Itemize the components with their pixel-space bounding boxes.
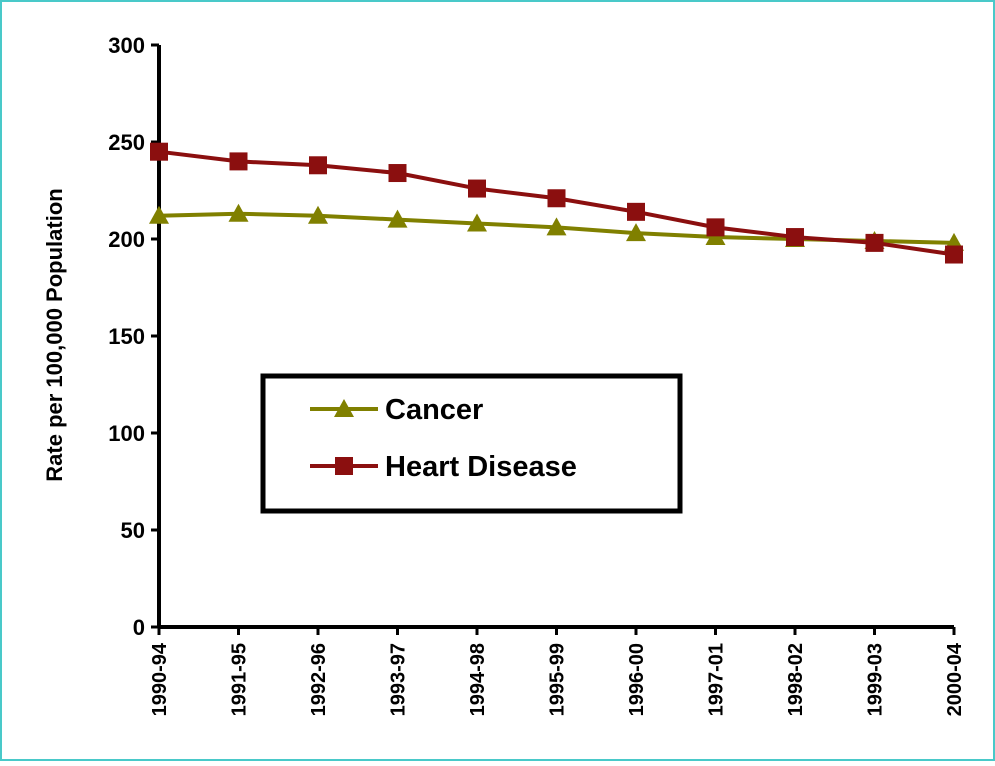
y-tick-label: 0 [133, 615, 145, 640]
y-tick-label: 150 [108, 324, 145, 349]
data-point-heart-disease [150, 142, 168, 161]
data-point-heart-disease [706, 218, 725, 237]
y-axis-label: Rate per 100,000 Population [42, 188, 67, 481]
legend-marker-cancer [334, 399, 354, 417]
y-tick-label: 50 [121, 518, 145, 543]
legend-items: Cancer Heart Disease [310, 394, 577, 483]
axes [151, 43, 956, 635]
x-tick-label: 1991-95 [229, 643, 251, 716]
data-point-heart-disease [309, 156, 327, 175]
data-point-heart-disease [786, 228, 804, 247]
data-point-heart-disease [388, 164, 407, 183]
y-tick-labels: 0 50 100 150 200 250 300 [108, 33, 145, 640]
series-markers [149, 142, 964, 264]
x-tick-label: 1992-96 [308, 643, 330, 716]
data-point-cancer [308, 205, 328, 224]
x-tick-label: 1994-98 [467, 643, 489, 716]
y-tick-label: 250 [108, 130, 145, 155]
data-point-heart-disease [229, 152, 248, 171]
y-tick-label: 300 [108, 33, 145, 58]
data-point-heart-disease [547, 189, 566, 208]
y-tick-label: 200 [108, 227, 145, 252]
x-tick-label: 2000-04 [944, 642, 966, 716]
x-tick-label: 1997-01 [706, 643, 728, 716]
data-point-cancer [467, 213, 487, 232]
data-point-cancer [387, 209, 408, 228]
legend-marker-heart-disease [335, 457, 353, 475]
legend-box [260, 373, 683, 514]
data-point-cancer [228, 203, 249, 222]
data-point-heart-disease [945, 245, 963, 264]
x-tick-label: 1999-03 [865, 643, 887, 716]
x-tick-labels: 1990-94 1991-95 1992-96 1993-97 1994-98 1995-… [149, 642, 966, 716]
x-tick-label: 1996-00 [626, 643, 648, 716]
data-point-cancer [546, 217, 567, 236]
x-tick-label: 1998-02 [785, 643, 807, 716]
x-tick-label: 1990-94 [149, 642, 171, 716]
y-tick-label: 100 [108, 421, 145, 446]
data-point-cancer [149, 205, 169, 224]
data-point-heart-disease [865, 233, 884, 252]
x-tick-label: 1995-99 [547, 643, 569, 716]
data-point-heart-disease [468, 179, 486, 198]
legend-label-cancer: Cancer [385, 394, 483, 426]
x-tick-label: 1993-97 [388, 643, 410, 716]
data-point-cancer [626, 223, 646, 242]
legend-label-heart-disease: Heart Disease [385, 451, 577, 483]
legend: Cancer Heart Disease [260, 373, 683, 514]
data-point-heart-disease [627, 202, 645, 221]
